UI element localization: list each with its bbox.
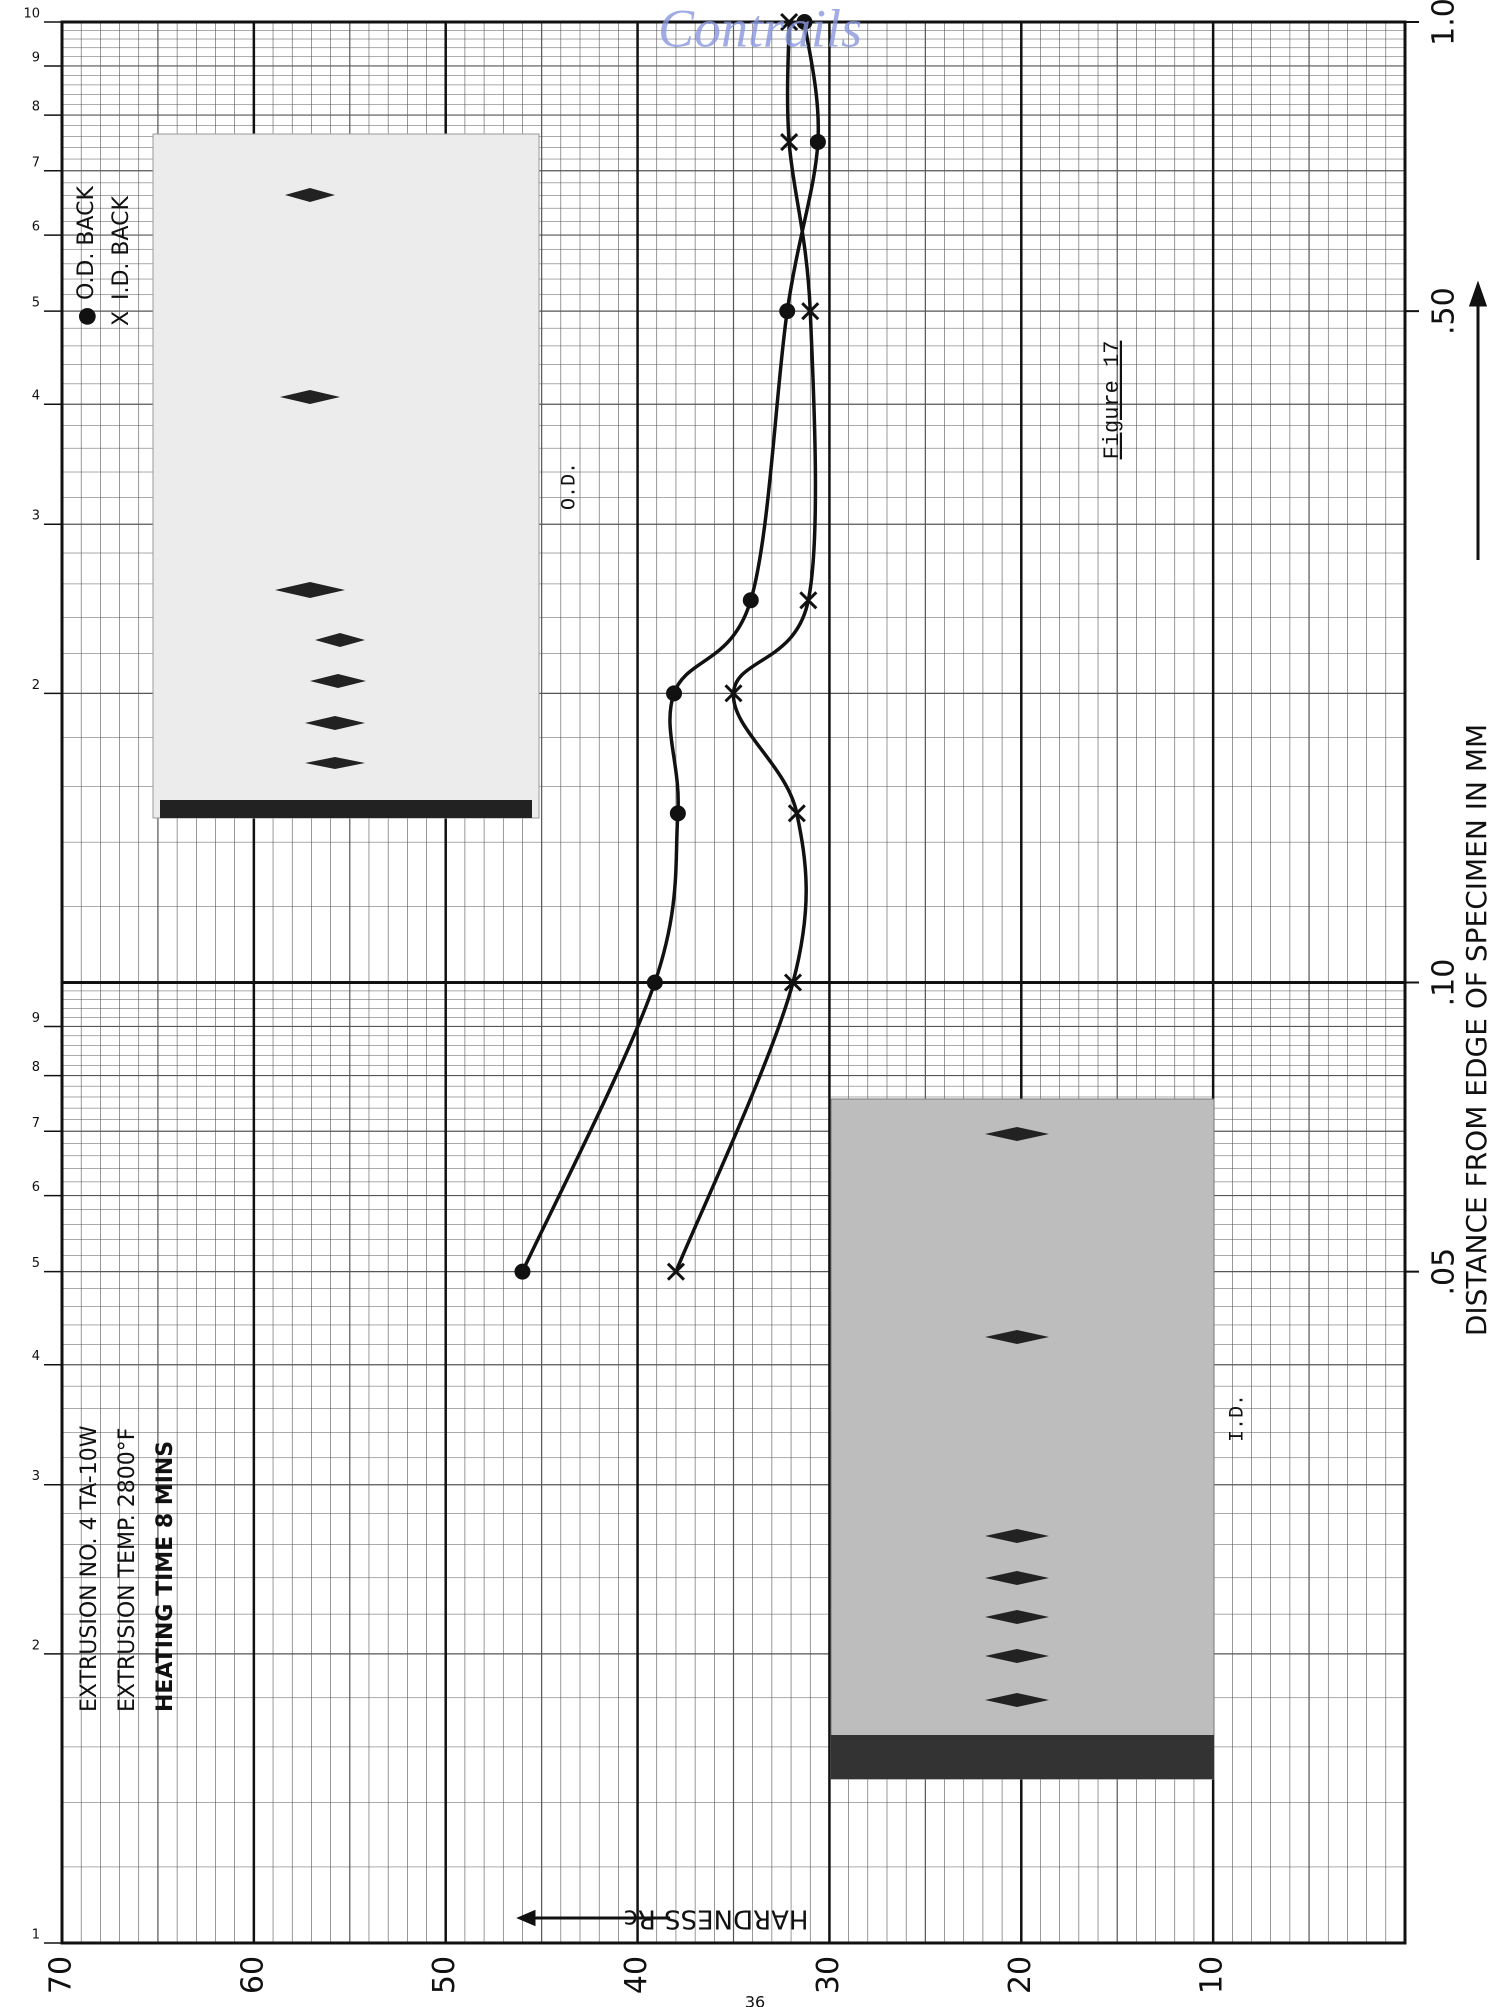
- point: [742, 592, 759, 609]
- x-tick-label: 40: [619, 1956, 654, 1994]
- photo-id: [830, 1098, 1215, 1780]
- y-axis-title: DISTANCE FROM EDGE OF SPECIMEN IN MM: [1460, 724, 1493, 1336]
- x-tick-label: 20: [1003, 1956, 1038, 1994]
- series-line: [674, 21, 818, 1273]
- y-tick-label: 9: [32, 1011, 40, 1026]
- point: [783, 973, 803, 992]
- note: EXTRUSION NO. 4 TA-10W: [77, 1425, 102, 1712]
- figure-title: Figure 17: [1100, 341, 1125, 460]
- y-tick-label: 5: [32, 296, 40, 311]
- y-tick-label: 9: [32, 50, 40, 65]
- x-tick-label: 30: [811, 1956, 846, 1994]
- point: [801, 302, 820, 321]
- y2-tick-label: .10: [1427, 959, 1462, 1007]
- x-tick-label: 60: [235, 1956, 270, 1994]
- legend-label: I.D. BACK: [109, 195, 134, 300]
- point: [809, 134, 826, 151]
- y-tick-label: 8: [32, 100, 40, 115]
- legend-marker: ●: [74, 307, 99, 326]
- point: [799, 591, 818, 610]
- annotation-od: O.D.: [558, 462, 581, 510]
- y2-tick-label: 1.0: [1427, 0, 1462, 46]
- y-tick-label: 10: [23, 7, 40, 22]
- point: [646, 974, 663, 991]
- note: HEATING TIME 8 MINS: [153, 1441, 178, 1712]
- y-tick-label: 1: [32, 1928, 40, 1943]
- y-tick-label: 3: [32, 509, 40, 524]
- y-tick-label: 2: [32, 1638, 40, 1653]
- y-tick-label: 7: [32, 155, 40, 170]
- legend-marker: X: [109, 311, 134, 326]
- y2-tick-label: .50: [1427, 287, 1462, 335]
- photo-od: [152, 133, 540, 819]
- arrow: [516, 1909, 670, 1927]
- y-tick-label: 4: [32, 389, 40, 404]
- page-number: 36: [745, 1993, 765, 2007]
- watermark: Contrails: [658, 0, 862, 58]
- point: [666, 1262, 686, 1281]
- y-tick-label: 7: [32, 1116, 40, 1131]
- note: EXTRUSION TEMP. 2800°F: [115, 1428, 140, 1712]
- arrow: [1468, 280, 1488, 560]
- x-tick-label: 50: [427, 1956, 462, 1994]
- y-tick-label: 4: [32, 1349, 40, 1364]
- plot: [514, 12, 826, 1281]
- series-line: [520, 21, 821, 1273]
- point: [666, 685, 683, 702]
- y-tick-label: 5: [32, 1256, 40, 1271]
- y2-tick-label: .05: [1427, 1248, 1462, 1296]
- point: [514, 1263, 531, 1280]
- annotation-id: I.D.: [1226, 1394, 1249, 1442]
- point: [796, 14, 813, 30]
- y-tick-label: 3: [32, 1469, 40, 1484]
- y-tick-label: 2: [32, 678, 40, 693]
- point: [780, 132, 799, 152]
- y-tick-label: 6: [32, 1180, 40, 1195]
- point: [669, 805, 686, 822]
- legend: ● O.D. BACK X I.D. BACK: [74, 186, 134, 326]
- y-tick-label: 6: [32, 220, 40, 235]
- x-tick-label: 70: [44, 1956, 79, 1994]
- point: [787, 804, 806, 823]
- legend-label: O.D. BACK: [74, 186, 99, 300]
- point: [780, 12, 799, 32]
- point: [724, 684, 743, 703]
- x-tick-label: 10: [1195, 1956, 1230, 1994]
- y-tick-label: 8: [32, 1060, 40, 1075]
- point: [779, 303, 796, 320]
